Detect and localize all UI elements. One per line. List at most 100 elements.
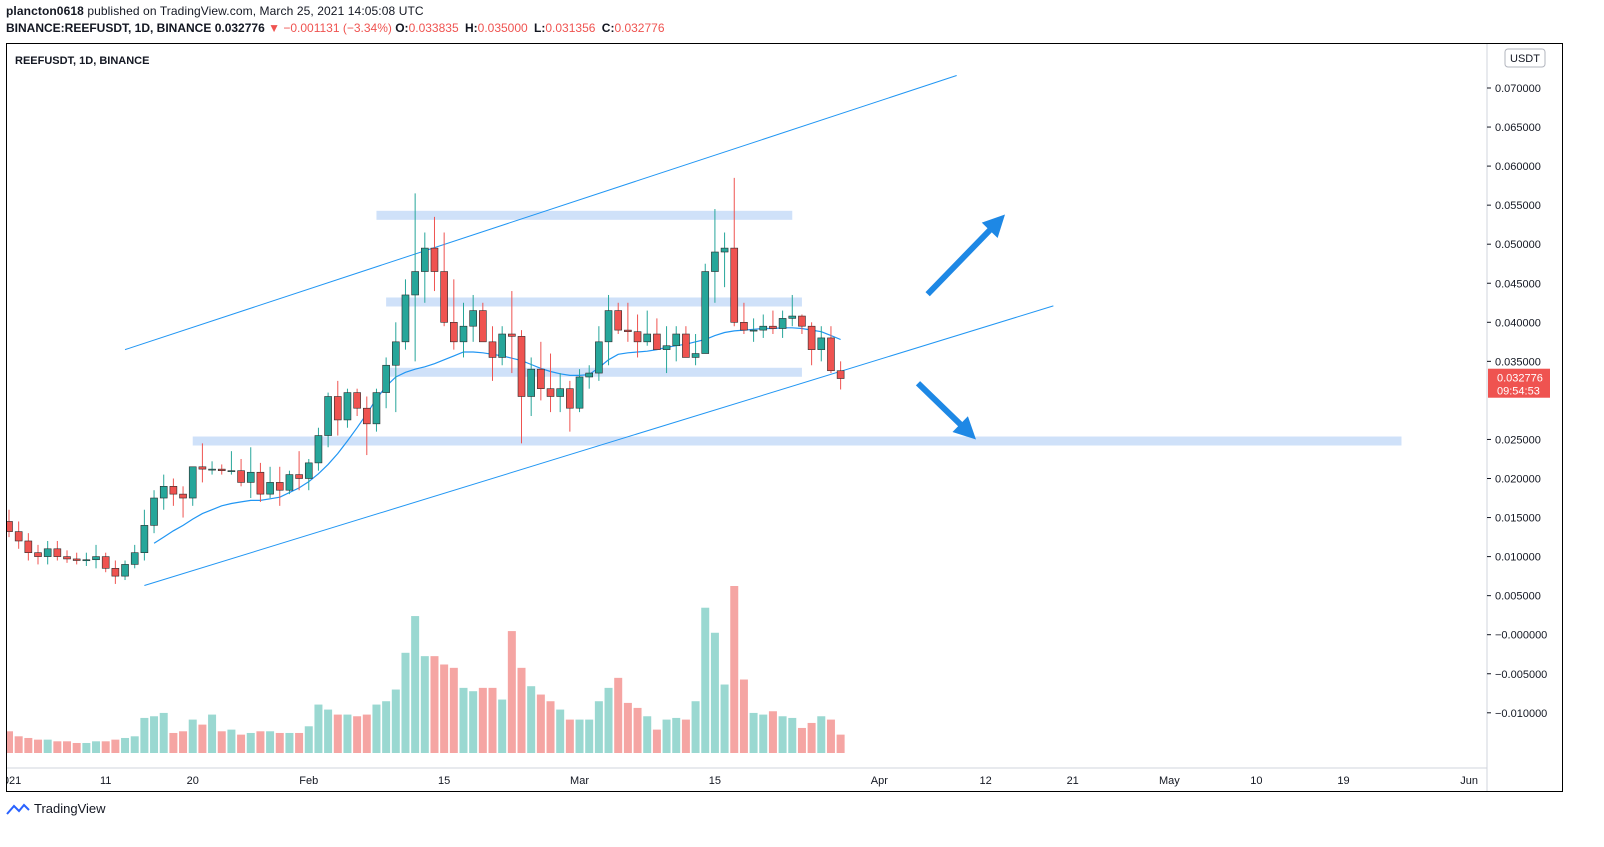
volume-bar: [295, 732, 304, 753]
volume-bar: [140, 717, 149, 753]
volume-bar: [536, 694, 545, 753]
candle: [111, 560, 120, 584]
candle-body: [817, 337, 826, 350]
candle-body: [614, 310, 623, 331]
volume-bar: [575, 719, 584, 753]
volume-bar: [449, 667, 458, 753]
volume-bar: [440, 664, 449, 753]
volume-bar: [411, 616, 420, 753]
close-key: C:: [601, 21, 615, 35]
candle-body: [711, 251, 719, 272]
time-tick-label: 20: [187, 775, 199, 787]
volume-bar: [82, 742, 91, 753]
candle-body: [508, 333, 516, 337]
time-tick-label: 2021: [7, 775, 21, 787]
candle: [527, 357, 535, 417]
candle-body: [604, 310, 613, 343]
candle-body: [169, 486, 178, 495]
candle-body: [14, 531, 23, 542]
candle-body: [769, 325, 777, 329]
publisher-name[interactable]: plancton0618: [6, 4, 84, 18]
candle-body: [691, 353, 700, 358]
candle: [324, 392, 332, 448]
volume-bar: [198, 724, 207, 753]
candle-body: [24, 540, 33, 553]
candle: [256, 462, 265, 502]
candle: [682, 326, 690, 358]
candle: [662, 326, 671, 374]
candle: [150, 490, 158, 534]
volume-bar: [246, 732, 255, 753]
horizontal-zone: [386, 297, 802, 307]
volume-bar: [710, 632, 719, 753]
candle-body: [788, 315, 797, 319]
candle-body: [807, 325, 816, 350]
candle: [479, 302, 487, 343]
volume-bar: [672, 717, 681, 753]
candle-body: [749, 329, 758, 332]
volume-bar: [778, 716, 787, 753]
candle-body: [53, 548, 62, 557]
candle-body: [730, 247, 739, 323]
candle-body: [130, 552, 139, 565]
candle: [498, 326, 506, 366]
candle: [63, 550, 71, 563]
candle-body: [266, 482, 274, 495]
price-tick-label: 0.065000: [1495, 122, 1541, 134]
candle: [217, 464, 226, 475]
volume-bar: [420, 656, 429, 753]
volume-bar: [92, 741, 101, 753]
candle-body: [150, 497, 158, 526]
candle-body: [256, 471, 265, 495]
candle-body: [595, 341, 603, 374]
candle-body: [237, 470, 245, 483]
volume-bar: [797, 727, 806, 753]
volume-bar: [720, 684, 729, 753]
candle: [633, 314, 642, 358]
volume-bar: [314, 704, 323, 753]
candle-body: [740, 321, 748, 331]
volume-bar: [150, 716, 159, 753]
volume-bar: [459, 687, 468, 753]
candle-body: [653, 333, 661, 350]
candle: [769, 310, 777, 335]
candle: [304, 458, 313, 491]
volume-bar: [643, 716, 652, 753]
candle-body: [159, 486, 168, 499]
candle: [169, 478, 178, 506]
price-chart[interactable]: REEFUSDT, 1D, BINANCE 0.070000 0.065000 0.0…: [7, 44, 1562, 791]
candle: [92, 544, 100, 569]
published-text: published on TradingView.com, March 25, …: [87, 4, 424, 18]
candle: [72, 552, 81, 565]
price-tick-label: 0.060000: [1495, 161, 1541, 173]
footer-brand[interactable]: TradingView: [34, 801, 106, 816]
candle-body: [362, 407, 371, 425]
candle: [24, 533, 33, 561]
candle: [711, 209, 719, 303]
volume-bar: [217, 731, 226, 753]
candle-body: [488, 341, 497, 358]
candle: [701, 263, 710, 354]
volume-bar: [527, 686, 536, 753]
change-down-icon: ▼: [268, 21, 280, 35]
price-tick-label: 0.055000: [1495, 200, 1541, 212]
candle: [469, 294, 477, 342]
volume-bar: [382, 701, 391, 753]
volume-bar: [208, 714, 217, 753]
candle: [266, 466, 274, 499]
candle: [575, 369, 584, 413]
chart-frame[interactable]: REEFUSDT, 1D, BINANCE 0.070000 0.065000 0.0…: [6, 43, 1563, 792]
candle: [101, 552, 110, 573]
candle-body: [450, 321, 458, 343]
candle-body: [295, 474, 303, 479]
currency-badge-label: USDT: [1510, 53, 1540, 65]
candle: [807, 322, 816, 366]
chart-title: REEFUSDT, 1D, BINANCE: [15, 55, 149, 67]
volume-bar: [111, 739, 120, 753]
high-value: 0.035000: [477, 21, 528, 35]
candle-body: [179, 493, 187, 499]
volume-bar: [478, 687, 487, 753]
candle-body: [7, 521, 13, 532]
symbol-legend: BINANCE:REEFUSDT, 1D, BINANCE 0.032776 ▼…: [6, 21, 668, 35]
time-tick-label: May: [1159, 775, 1180, 787]
